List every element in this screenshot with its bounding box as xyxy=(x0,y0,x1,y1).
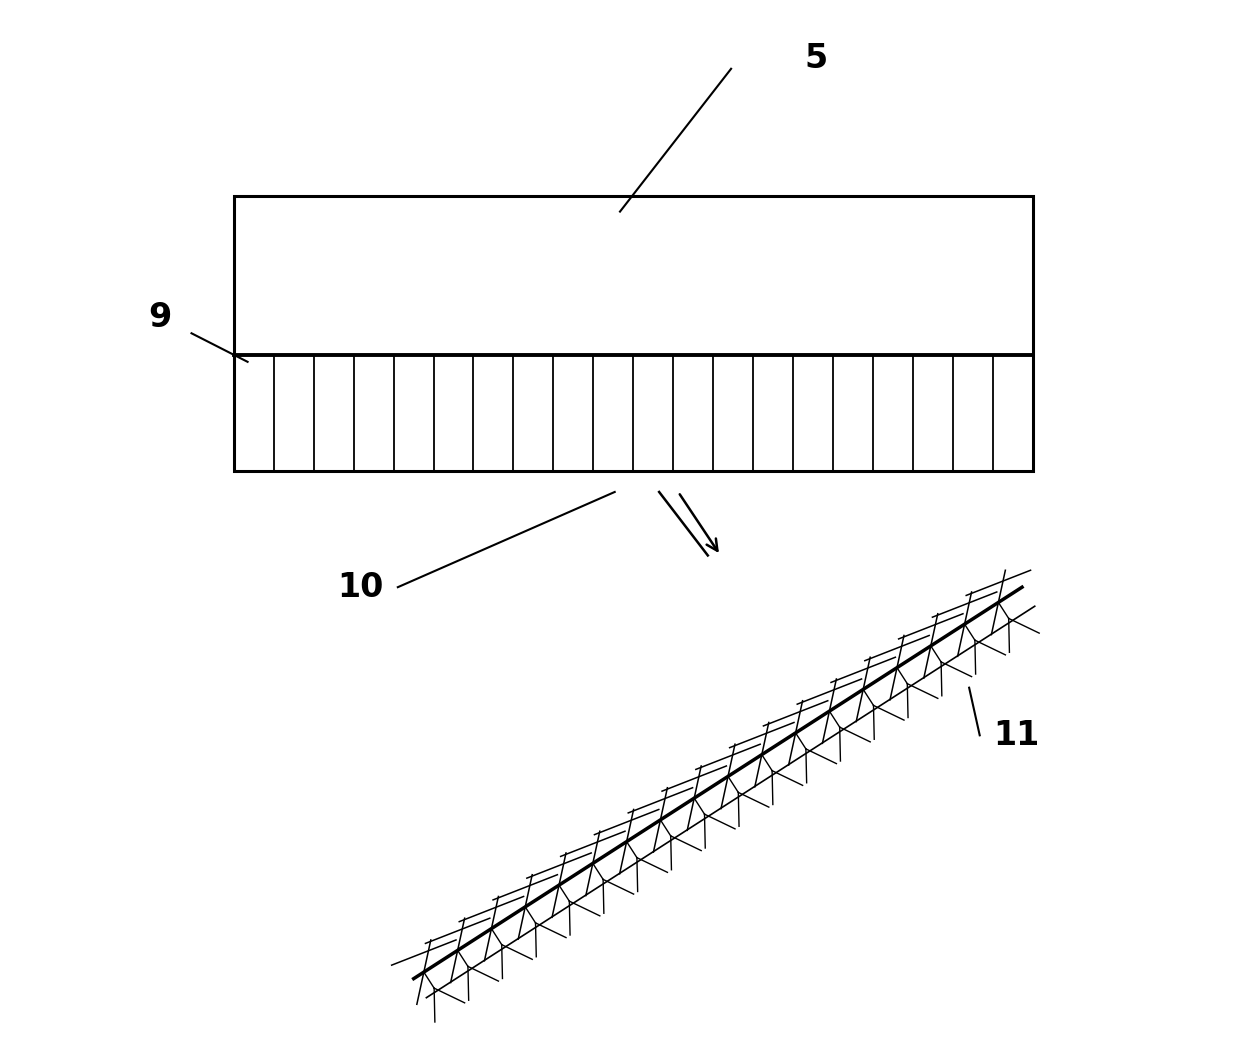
Text: 5: 5 xyxy=(804,41,827,75)
Text: 9: 9 xyxy=(148,300,171,334)
Text: 11: 11 xyxy=(993,718,1040,752)
Bar xyxy=(234,196,1033,471)
Text: 10: 10 xyxy=(337,570,384,604)
